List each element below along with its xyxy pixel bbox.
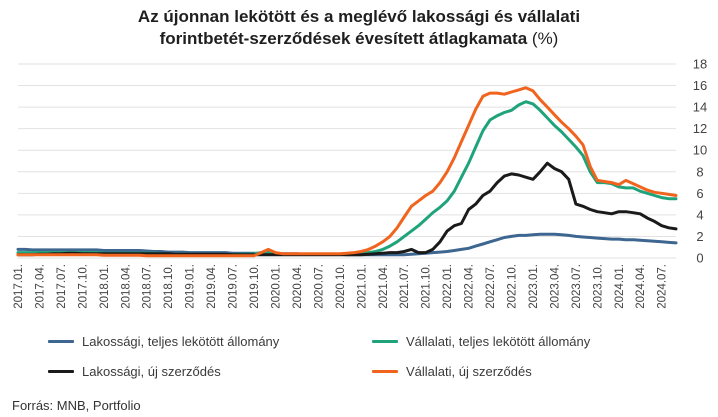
x-tick-label: 2017.07. xyxy=(56,264,68,309)
x-tick-label: 2024.04. xyxy=(635,264,647,309)
x-tick-label: 2024.07. xyxy=(657,264,669,309)
x-tick-label: 2023.07. xyxy=(571,264,583,309)
y-tick-label: 4 xyxy=(696,207,703,222)
x-tick-label: 2022.01. xyxy=(442,264,454,309)
x-tick-label: 2021.04. xyxy=(378,264,390,309)
x-tick-label: 2018.04. xyxy=(120,264,132,309)
x-tick-label: 2019.07. xyxy=(228,264,240,309)
x-tick-label: 2022.10. xyxy=(507,264,519,309)
y-tick-label: 6 xyxy=(696,186,703,201)
x-tick-label: 2021.01. xyxy=(356,264,368,309)
x-tick-label: 2023.01. xyxy=(528,264,540,309)
legend-swatch-vallalati-teljes xyxy=(372,340,398,343)
x-tick-label: 2022.04. xyxy=(464,264,476,309)
x-tick-label: 2020.01. xyxy=(270,264,282,309)
legend-item-vallalati-teljes: Vállalati, teljes lekötött állomány xyxy=(372,334,590,349)
y-tick-label: 12 xyxy=(693,121,707,136)
x-tick-label: 2019.01. xyxy=(185,264,197,309)
series-line-lakossagi-uj xyxy=(16,161,678,257)
legend-item-lakossagi-uj: Lakossági, új szerződés xyxy=(48,364,221,379)
x-tick-label: 2020.04. xyxy=(292,264,304,309)
x-tick-label: 2019.04. xyxy=(206,264,218,309)
chart-title-main: forintbetét-szerződések évesített átlagk… xyxy=(159,29,528,48)
x-tick-label: 2022.07. xyxy=(485,264,497,309)
y-tick-label: 0 xyxy=(696,251,703,266)
x-tick-label: 2020.10. xyxy=(335,264,347,309)
y-tick-label: 16 xyxy=(693,78,707,93)
legend-swatch-vallalati-uj xyxy=(372,370,398,373)
series-line-vallalati-teljes xyxy=(16,100,678,257)
legend-label-vallalati-uj: Vállalati, új szerződés xyxy=(406,364,532,379)
x-tick-label: 2020.07. xyxy=(313,264,325,309)
y-tick-label: 8 xyxy=(696,164,703,179)
x-tick-label: 2023.04. xyxy=(549,264,561,309)
x-tick-label: 2018.10. xyxy=(163,264,175,309)
y-tick-label: 18 xyxy=(693,57,707,72)
x-tick-label: 2018.01. xyxy=(99,264,111,309)
legend-item-vallalati-uj: Vállalati, új szerződés xyxy=(372,364,532,379)
legend-swatch-lakossagi-uj xyxy=(48,370,74,373)
x-tick-label: 2019.10. xyxy=(249,264,261,309)
x-tick-label: 2018.07. xyxy=(142,264,154,309)
y-tick-label: 14 xyxy=(693,100,707,115)
chart-title-line-1: Az újonnan lekötött és a meglévő lakossá… xyxy=(137,7,581,26)
legend-item-lakossagi-teljes: Lakossági, teljes lekötött állomány xyxy=(48,334,279,349)
legend-label-lakossagi-uj: Lakossági, új szerződés xyxy=(82,364,221,379)
legend-label-vallalati-teljes: Vállalati, teljes lekötött állomány xyxy=(406,334,591,349)
x-tick-label: 2024.01. xyxy=(614,264,626,309)
legend-swatch-lakossagi-teljes xyxy=(48,340,74,343)
chart-title-unit: (%) xyxy=(531,29,559,48)
x-tick-label: 2021.07. xyxy=(399,264,411,309)
x-tick-label: 2017.10. xyxy=(77,264,89,309)
x-tick-label: 2017.04. xyxy=(34,264,46,309)
chart-title: Az újonnan lekötött és a meglévő lakossá… xyxy=(0,6,718,50)
source-note: Forrás: MNB, Portfolio xyxy=(12,398,141,413)
series-line-vallalati-uj xyxy=(16,86,678,258)
legend-label-lakossagi-teljes: Lakossági, teljes lekötött állomány xyxy=(82,334,280,349)
x-tick-label: 2017.01. xyxy=(13,264,25,309)
x-tick-label: 2023.10. xyxy=(592,264,604,309)
chart-title-line-2: forintbetét-szerződések évesített átlagk… xyxy=(0,28,718,50)
x-tick-label: 2021.10. xyxy=(421,264,433,309)
y-tick-label: 10 xyxy=(693,143,707,158)
y-tick-label: 2 xyxy=(696,229,703,244)
line-chart: 0 2 4 6 8 10 12 14 16 18 2017.01. 2017.04. 2017.07. 2… xyxy=(13,57,707,309)
